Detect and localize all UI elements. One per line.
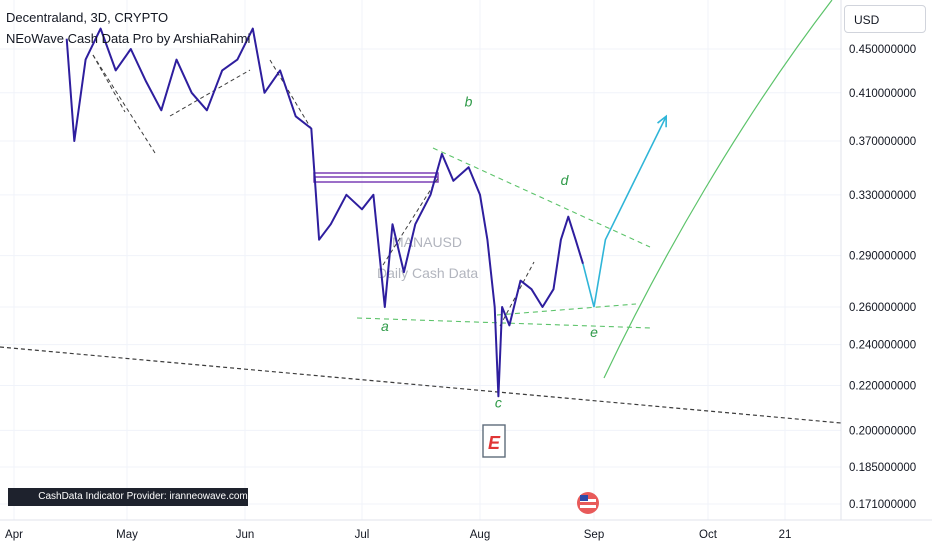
price-series-line xyxy=(65,27,584,398)
flag-icon[interactable] xyxy=(577,492,599,514)
triangle-lower-line-b xyxy=(496,303,637,316)
price-tick-label: 0.330000000 xyxy=(849,190,916,202)
price-tick-label: 0.171000000 xyxy=(849,499,916,511)
provider-label: CashData Indicator Provider: iranneowave… xyxy=(8,488,248,506)
price-tick-label: 0.220000000 xyxy=(849,381,916,393)
wave-dash-3 xyxy=(169,69,251,117)
time-tick-label: May xyxy=(116,529,138,541)
price-tick-label: 0.290000000 xyxy=(849,251,916,263)
currency-selector[interactable]: USD xyxy=(844,5,926,33)
time-tick-label: Apr xyxy=(5,529,23,541)
triangle-lower-line-a xyxy=(356,317,652,329)
triangle-upper-line xyxy=(432,147,651,248)
time-tick-label: Oct xyxy=(699,529,718,541)
price-tick-label: 0.450000000 xyxy=(849,44,916,56)
time-tick-label: Aug xyxy=(470,529,490,541)
wave-labels: a b c d e xyxy=(381,94,598,411)
degree-label-box xyxy=(482,424,506,458)
wave-dash-1 xyxy=(92,54,156,154)
future-channel-curve xyxy=(603,0,833,379)
wave-label-a: a xyxy=(381,318,389,334)
wave-dash-2 xyxy=(92,54,126,113)
price-tick-label: 0.370000000 xyxy=(849,136,916,148)
wave-label-c: c xyxy=(495,394,502,410)
wave-label-e: e xyxy=(590,324,598,340)
drawing-tools xyxy=(0,0,842,424)
wave-dash-4 xyxy=(269,59,313,131)
indicator-name: NEoWave Cash Data Pro by ArshiaRahimi xyxy=(6,31,251,46)
projection-path xyxy=(582,115,667,308)
price-tick-label: 0.185000000 xyxy=(849,462,916,474)
time-tick-label: Sep xyxy=(584,529,604,541)
wave-dash-5 xyxy=(382,177,439,266)
price-tick-label: 0.260000000 xyxy=(849,302,916,314)
chart-title: Decentraland, 3D, CRYPTO xyxy=(6,10,169,25)
price-tick-label: 0.240000000 xyxy=(849,340,916,352)
projection-arrowhead xyxy=(657,114,668,128)
time-tick-label: 21 xyxy=(779,529,792,541)
time-tick-label: Jul xyxy=(355,529,370,541)
degree-label-e: E xyxy=(488,433,501,453)
time-tick-label: Jun xyxy=(236,529,255,541)
wave-label-d: d xyxy=(561,172,570,188)
watermark-symbol: MANAUSD xyxy=(392,234,462,250)
wave-label-b: b xyxy=(465,94,473,110)
price-tick-label: 0.410000000 xyxy=(849,88,916,100)
time-axis: Apr May Jun Jul Aug Sep Oct 21 xyxy=(5,529,791,541)
long-dashed-support-line xyxy=(0,346,842,424)
chart-grid xyxy=(0,0,932,521)
watermark-subtitle: Daily Cash Data xyxy=(377,265,478,281)
price-tick-label: 0.200000000 xyxy=(849,425,916,437)
price-axis: 0.450000000 0.410000000 0.370000000 0.33000… xyxy=(849,44,916,511)
